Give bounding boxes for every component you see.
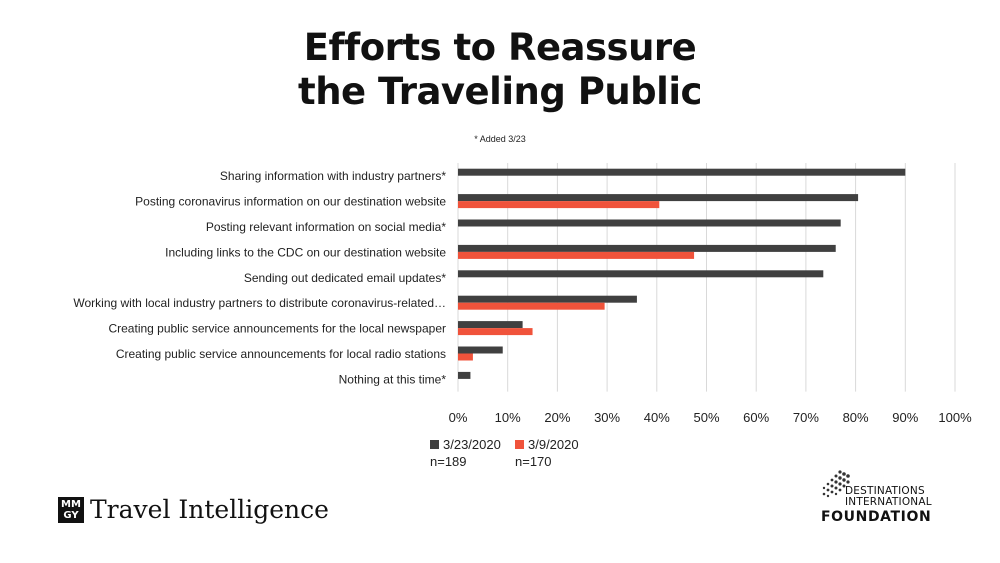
globe-dots-icon — [822, 470, 850, 498]
legend-item-series-1: 3/23/2020 n=189 — [430, 436, 501, 470]
category-label: Posting coronavirus information on our d… — [135, 195, 446, 209]
category-label: Sending out dedicated email updates* — [244, 271, 446, 285]
x-tick-label: 70% — [793, 410, 819, 425]
bar-series-1 — [458, 295, 637, 303]
x-tick-label: 90% — [892, 410, 918, 425]
bar-series-2 — [458, 302, 605, 310]
bar-series-1 — [458, 244, 836, 252]
bar-series-1 — [458, 346, 503, 354]
chart-title-line-2: the Traveling Public — [298, 70, 702, 113]
category-label: Posting relevant information on social m… — [206, 220, 446, 234]
bar-series-2 — [458, 201, 660, 209]
x-tick-label: 100% — [938, 410, 972, 425]
category-label: Sharing information with industry partne… — [220, 169, 446, 183]
mmgy-mark: MM GY — [58, 496, 84, 523]
category-label: Nothing at this time* — [339, 372, 447, 386]
x-tick-label: 10% — [495, 410, 521, 425]
bar-series-2 — [458, 328, 533, 336]
x-tick-label: 30% — [594, 410, 620, 425]
category-label: Creating public service announcements fo… — [116, 347, 446, 361]
x-tick-label: 40% — [644, 410, 670, 425]
bar-series-1 — [458, 219, 841, 227]
bar-series-2 — [458, 251, 695, 259]
category-label: Creating public service announcements fo… — [108, 322, 446, 336]
legend-item-series-2: 3/9/2020 n=170 — [515, 436, 579, 470]
bar-series-1 — [458, 371, 471, 379]
legend-swatch-series-1 — [430, 440, 439, 449]
x-tick-label: 20% — [544, 410, 570, 425]
bar-series-1 — [458, 270, 824, 278]
x-tick-label: 50% — [693, 410, 719, 425]
x-tick-label: 80% — [843, 410, 869, 425]
legend-sample-series-2: n=170 — [515, 454, 552, 469]
destinations-international-logo: DESTINATIONS INTERNATIONAL FOUNDATION — [818, 468, 978, 528]
x-tick-label: 60% — [743, 410, 769, 425]
bar-series-1 — [458, 321, 523, 329]
legend-label-series-2: 3/9/2020 — [528, 437, 579, 452]
di-logo-text: DESTINATIONS INTERNATIONAL — [845, 486, 932, 508]
bar-series-1 — [458, 168, 906, 176]
di-logo-line-1: DESTINATIONS — [845, 485, 925, 497]
bar-series-1 — [458, 194, 859, 202]
di-logo-line-2: INTERNATIONAL — [845, 496, 932, 508]
mmgy-logo-text: Travel Intelligence — [90, 495, 329, 524]
category-label: Working with local industry partners to … — [73, 296, 446, 310]
legend-sample-series-1: n=189 — [430, 454, 467, 469]
chart-title-line-1: Efforts to Reassure — [303, 26, 697, 69]
chart-note: * Added 3/23 — [474, 134, 526, 144]
x-tick-label: 0% — [449, 410, 468, 425]
legend-swatch-series-2 — [515, 440, 524, 449]
di-logo-line-3: FOUNDATION — [821, 509, 932, 525]
mmgy-logo: MM GY Travel Intelligence — [58, 495, 329, 524]
legend-label-series-1: 3/23/2020 — [443, 437, 501, 452]
bar-series-2 — [458, 353, 473, 361]
chart-title: Efforts to Reassure the Traveling Public — [0, 26, 1000, 114]
category-label: Including links to the CDC on our destin… — [165, 245, 446, 259]
